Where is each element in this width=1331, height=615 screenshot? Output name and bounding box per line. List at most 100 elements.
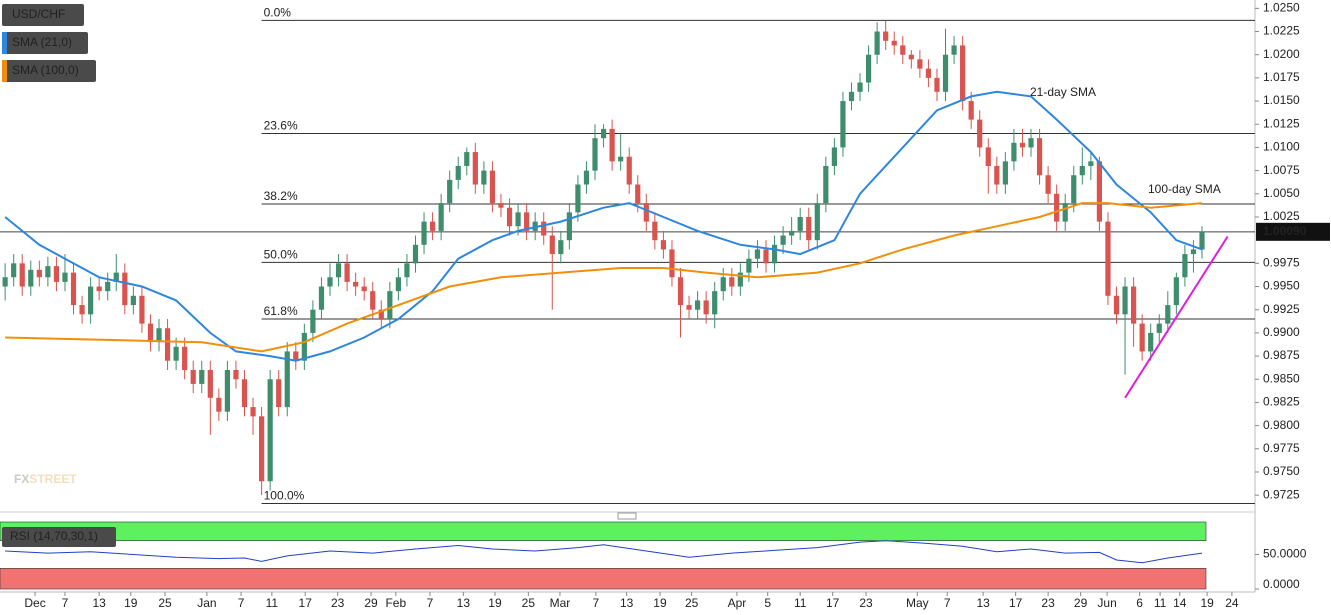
candle-body <box>763 249 769 264</box>
y-tick-label: 1.0025 <box>1263 209 1300 223</box>
x-tick-label: 24 <box>1225 596 1239 610</box>
candle-body <box>797 216 803 231</box>
y-tick-label: 0.9950 <box>1263 279 1300 293</box>
x-tick-label: 13 <box>457 596 471 610</box>
candle-body <box>395 277 401 292</box>
x-tick-label: 5 <box>764 596 771 610</box>
candle-body <box>865 54 872 83</box>
candle-body <box>942 54 949 92</box>
candle-body <box>182 346 188 370</box>
fib-label: 23.6% <box>264 119 298 133</box>
candle-body <box>472 152 478 185</box>
x-tick-label: 25 <box>158 596 172 610</box>
legend-box <box>2 4 84 26</box>
rsi-legend-box <box>2 527 116 547</box>
candle-body <box>318 286 325 310</box>
panel-handle[interactable] <box>617 512 637 520</box>
candle-body <box>977 119 983 148</box>
x-tick-label: 17 <box>299 596 313 610</box>
candle-body <box>1019 142 1026 148</box>
x-tick-label: Apr <box>728 596 747 610</box>
candle-body <box>224 369 231 412</box>
candle-body <box>848 91 855 102</box>
candle-body <box>1062 203 1068 222</box>
candle-body <box>686 305 692 310</box>
y-tick-label: 1.0225 <box>1263 24 1300 38</box>
rsi-y-tick-label: 0.0000 <box>1263 577 1300 591</box>
x-tick-label: 13 <box>620 596 634 610</box>
candle-body <box>36 269 42 278</box>
watermark-right: STREET <box>29 472 77 486</box>
candle-body <box>1199 231 1205 250</box>
x-tick-label: 23 <box>331 596 345 610</box>
candle-body <box>2 277 8 287</box>
last-price-box <box>1256 222 1330 241</box>
candle-body <box>241 379 248 408</box>
candle-body <box>276 379 282 408</box>
candle-body <box>88 286 94 315</box>
candle-body <box>925 68 932 78</box>
candle-body <box>566 212 572 241</box>
candle-body <box>173 346 179 361</box>
candle-body <box>113 272 119 282</box>
x-tick-label: 7 <box>593 596 600 610</box>
x-tick-label: 19 <box>488 596 502 610</box>
candle-body <box>652 221 658 241</box>
x-tick-label: Feb <box>385 596 406 610</box>
candle-body <box>1045 175 1051 194</box>
x-tick-label: 29 <box>1074 596 1088 610</box>
y-tick-label: 0.9750 <box>1263 464 1300 478</box>
handle-box[interactable] <box>617 512 637 520</box>
x-tick-label: Jan <box>197 596 216 610</box>
candle-body <box>139 295 145 324</box>
legend-label: SMA (100,0) <box>12 63 79 77</box>
x-tick-label: 23 <box>859 596 873 610</box>
x-tick-label: 19 <box>1200 596 1214 610</box>
candle-body <box>1131 286 1137 324</box>
x-tick-label: 19 <box>653 596 667 610</box>
candle-body <box>1165 305 1171 324</box>
candle-body <box>883 31 889 41</box>
candle-body <box>353 281 359 287</box>
candle-body <box>626 156 632 185</box>
candle-body <box>1011 142 1017 162</box>
candle-body <box>506 207 513 227</box>
candle-body <box>404 263 410 278</box>
candle-body <box>70 272 77 306</box>
candle-body <box>259 416 265 482</box>
candle-body <box>421 221 427 245</box>
candle-body <box>1113 295 1120 315</box>
legend-swatch <box>2 32 7 54</box>
overlay: 21-day SMA 100-day SMA 1.00090 USD/CHF SMA (… <box>2 4 1330 241</box>
sma-line <box>5 202 1203 353</box>
x-tick-label: 17 <box>1009 596 1023 610</box>
candle-body <box>327 277 333 287</box>
candle-body <box>335 263 342 278</box>
candle-body <box>199 369 205 384</box>
candle-body <box>831 147 837 166</box>
candle-body <box>1028 138 1034 148</box>
y-tick-label: 0.9725 <box>1263 487 1300 501</box>
candle-body <box>600 128 607 139</box>
last-price-label: 1.00090 <box>1263 224 1307 238</box>
candle-body <box>729 277 735 287</box>
y-tick-label: 1.0200 <box>1263 47 1300 61</box>
rsi-oversold-band <box>0 567 1207 590</box>
candle-body <box>498 203 504 208</box>
rsi-line <box>5 540 1203 564</box>
candle-body <box>28 269 34 287</box>
x-tick-label: 17 <box>826 596 840 610</box>
sma-annotation: 100-day SMA <box>1148 182 1221 196</box>
candle-body <box>900 45 906 55</box>
candle-body <box>53 266 60 282</box>
sma-line <box>4 90 1203 362</box>
candle-body <box>293 351 299 361</box>
candle-body <box>79 305 85 315</box>
legend-box <box>2 32 88 54</box>
candle-body <box>301 332 307 361</box>
candle-body <box>147 323 154 343</box>
candle-body <box>1139 323 1145 352</box>
y-tick-label: 1.0050 <box>1263 186 1300 200</box>
watermark: FXSTREET <box>14 472 77 486</box>
y-tick-label: 1.0175 <box>1263 70 1300 84</box>
